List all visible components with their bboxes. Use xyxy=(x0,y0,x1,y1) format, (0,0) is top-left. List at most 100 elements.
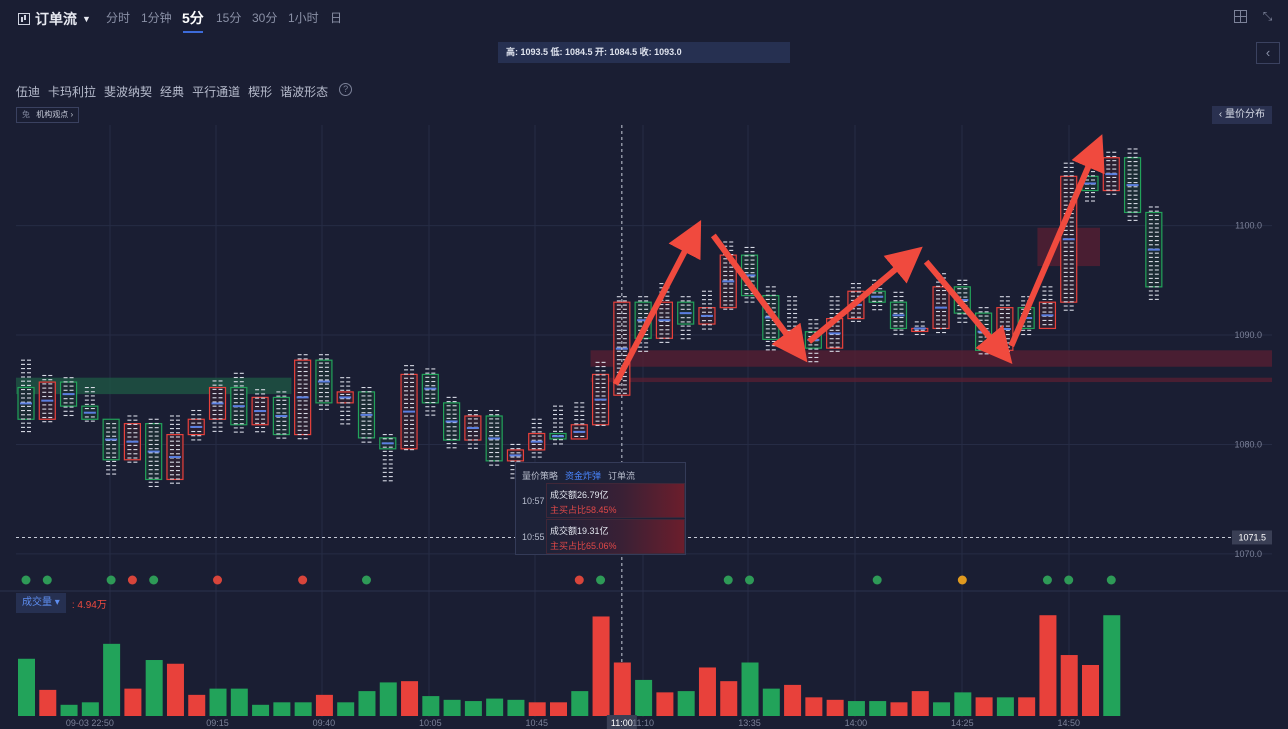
volume-bar[interactable] xyxy=(486,698,504,716)
volume-bar[interactable] xyxy=(975,697,993,716)
volume-bar[interactable] xyxy=(805,697,823,716)
signal-marker-icon[interactable] xyxy=(596,575,606,585)
volume-bar[interactable] xyxy=(230,688,248,716)
volume-bar[interactable] xyxy=(422,696,440,716)
volume-bar[interactable] xyxy=(571,691,589,716)
volume-bar[interactable] xyxy=(996,697,1014,716)
tooltip-tab-order-flow[interactable]: 订单流 xyxy=(608,471,636,481)
signal-marker-icon[interactable] xyxy=(298,575,308,585)
volume-bar[interactable] xyxy=(677,691,695,716)
volume-bar[interactable] xyxy=(1060,655,1078,716)
volume-bar[interactable] xyxy=(911,691,929,716)
volume-bar[interactable] xyxy=(337,702,355,716)
help-icon[interactable]: ? xyxy=(339,83,353,96)
signal-marker-icon[interactable] xyxy=(1064,575,1074,585)
ohlc-readout: 高: 1093.5 低: 1084.5 开: 1084.5 收: 1093.0 xyxy=(498,42,790,63)
volume-bar[interactable] xyxy=(18,658,35,716)
panel-toggle-chevron-left-icon[interactable]: ‹ xyxy=(1256,42,1280,64)
volume-indicator-select[interactable]: 成交量 ▾ xyxy=(16,593,66,613)
timeframe-tab-5min[interactable]: 5分 xyxy=(182,10,204,33)
signal-marker-icon[interactable] xyxy=(1042,575,1052,585)
institution-label: 机构观点 xyxy=(36,110,69,119)
signal-marker-icon[interactable] xyxy=(213,575,223,585)
x-tick-label: 10:45 xyxy=(525,718,548,728)
signal-marker-icon[interactable] xyxy=(21,575,31,585)
signal-marker-icon[interactable] xyxy=(361,575,371,585)
timeframe-tab-fenshi[interactable]: 分时 xyxy=(106,11,131,25)
volume-bar[interactable] xyxy=(145,660,163,716)
pattern-harmonic[interactable]: 谐波形态 xyxy=(280,85,329,99)
volume-bar[interactable] xyxy=(656,692,674,716)
signal-marker-icon[interactable] xyxy=(106,575,116,585)
timeframe-tab-30min[interactable]: 30分 xyxy=(252,11,278,25)
tooltip-tab-strategy[interactable]: 量价策略 xyxy=(522,471,559,481)
signal-marker-icon[interactable] xyxy=(574,575,584,585)
volume-bar[interactable] xyxy=(550,702,567,716)
pattern-woody[interactable]: 伍迪 xyxy=(16,85,41,99)
volume-bar[interactable] xyxy=(315,694,333,716)
layout-grid-icon[interactable] xyxy=(1234,10,1247,23)
volume-bar[interactable] xyxy=(103,643,121,716)
volume-bar[interactable] xyxy=(60,704,78,716)
volume-bar[interactable] xyxy=(273,702,291,716)
volume-bar[interactable] xyxy=(507,699,525,716)
volume-bar[interactable] xyxy=(720,681,738,716)
pattern-fibonacci[interactable]: 斐波纳契 xyxy=(104,85,153,99)
signal-marker-icon[interactable] xyxy=(957,575,967,585)
timeframe-tab-1min[interactable]: 1分钟 xyxy=(141,11,172,25)
volume-bar[interactable] xyxy=(401,681,419,716)
signal-marker-icon[interactable] xyxy=(42,575,52,585)
volume-bar[interactable] xyxy=(826,699,844,716)
volume-bar[interactable] xyxy=(39,689,57,716)
volume-price-distribution-button[interactable]: ‹ 量价分布 xyxy=(1211,106,1272,124)
volume-bar[interactable] xyxy=(379,682,397,716)
volume-bar[interactable] xyxy=(741,662,759,717)
volume-bar[interactable] xyxy=(209,688,227,716)
volume-bar[interactable] xyxy=(1082,664,1099,716)
signal-marker-icon[interactable] xyxy=(745,575,755,585)
pattern-parallel-channel[interactable]: 平行通道 xyxy=(192,85,241,99)
signal-marker-icon[interactable] xyxy=(1106,575,1116,585)
volume-bar[interactable] xyxy=(443,699,461,716)
chart-type-menu[interactable]: 订单流 ▼ xyxy=(18,9,91,29)
volume-bar[interactable] xyxy=(464,701,482,716)
volume-bar[interactable] xyxy=(188,694,206,716)
volume-bar[interactable] xyxy=(635,679,653,716)
collapse-icon[interactable]: ⤡ xyxy=(1262,9,1273,23)
pattern-camarilla[interactable]: 卡玛利拉 xyxy=(48,85,97,99)
signal-marker-icon[interactable] xyxy=(723,575,733,585)
volume-bar[interactable] xyxy=(869,701,887,716)
volume-bar[interactable] xyxy=(1018,697,1036,716)
volume-indicator-bar: 成交量 ▾ : 4.94万 xyxy=(16,593,107,613)
signal-marker-icon[interactable] xyxy=(127,575,137,585)
volume-bar[interactable] xyxy=(81,702,99,716)
volume-bar[interactable] xyxy=(358,691,376,716)
volume-bar[interactable] xyxy=(1103,615,1121,716)
pattern-wedge[interactable]: 楔形 xyxy=(248,85,273,99)
volume-bar[interactable] xyxy=(166,663,184,716)
volume-bar[interactable] xyxy=(890,702,908,716)
volume-bar[interactable] xyxy=(613,662,631,717)
volume-bar[interactable] xyxy=(592,616,610,716)
timeframe-tab-day[interactable]: 日 xyxy=(330,11,343,25)
volume-bar[interactable] xyxy=(252,704,270,716)
volume-bar[interactable] xyxy=(698,667,716,716)
tooltip-tab-fund-bomb[interactable]: 资金炸弹 xyxy=(565,471,602,481)
x-tick-label: 14:25 xyxy=(951,718,974,728)
volume-bar[interactable] xyxy=(294,702,312,716)
timeframe-tab-1hour[interactable]: 1小时 xyxy=(288,11,319,25)
volume-bar[interactable] xyxy=(124,688,142,716)
volume-bar[interactable] xyxy=(528,702,546,716)
volume-bar[interactable] xyxy=(784,684,802,716)
pattern-classic[interactable]: 经典 xyxy=(160,85,185,99)
signal-marker-icon[interactable] xyxy=(872,575,882,585)
timeframe-tab-15min[interactable]: 15分 xyxy=(216,11,242,25)
institution-view-button[interactable]: 兔 机构观点 › xyxy=(16,107,80,123)
volume-bar[interactable] xyxy=(847,701,865,716)
signal-marker-icon[interactable] xyxy=(149,575,159,585)
volume-bar[interactable] xyxy=(1039,615,1057,716)
volume-bar[interactable] xyxy=(762,688,780,716)
volume-bar[interactable] xyxy=(954,692,972,716)
volume-bar[interactable] xyxy=(933,702,951,716)
candlestick-chart[interactable]: 1100.0 1090.0 1080.0 1070.0 1071.5 09-03 22:5… xyxy=(0,125,1288,729)
